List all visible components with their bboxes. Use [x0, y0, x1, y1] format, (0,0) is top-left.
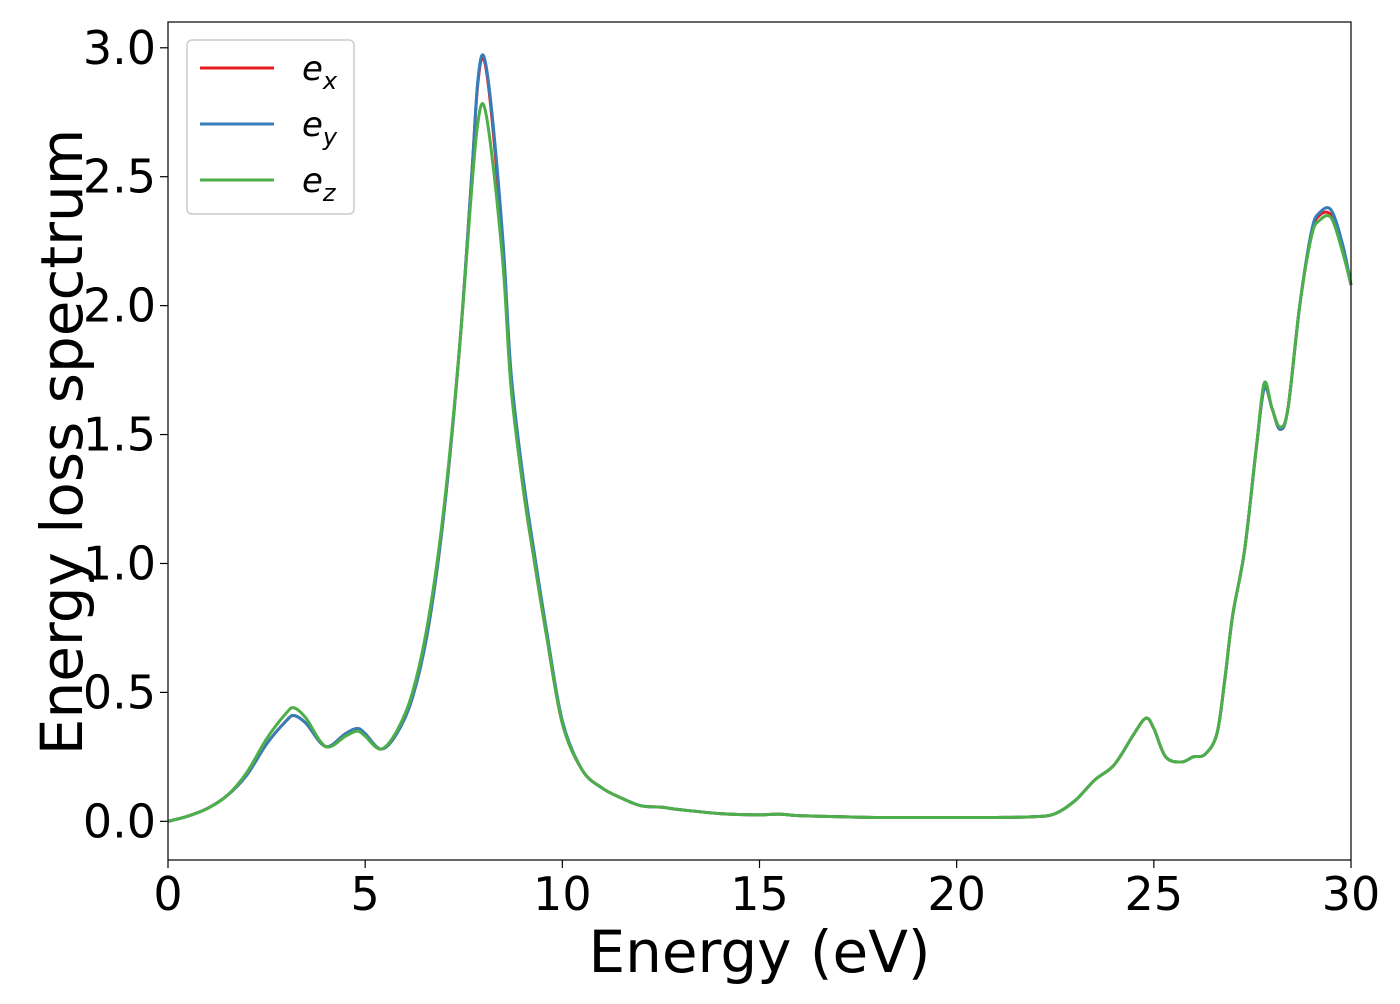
x-tick-label: 25 [1125, 867, 1184, 921]
y-tick-label: 0.5 [83, 665, 156, 719]
legend-label-z: ez [302, 161, 337, 207]
y-tick-label: 1.0 [83, 536, 156, 590]
x-axis-ticks: 0 5 10 15 20 25 30 [153, 860, 1380, 921]
x-tick-label: 15 [730, 867, 789, 921]
y-tick-label: 1.5 [83, 408, 156, 462]
legend-box [186, 39, 355, 215]
x-tick-label: 0 [153, 867, 182, 921]
legend-label-subscript: x [322, 67, 338, 95]
series-line-z [167, 102, 1353, 823]
y-axis-ticks: 0.0 0.5 1.0 1.5 2.0 2.5 3.0 [83, 21, 168, 848]
legend-label-base: e [302, 49, 323, 89]
y-tick-label: 2.0 [83, 279, 156, 333]
legend-label-subscript: y [322, 123, 338, 151]
x-axis-label: Energy (eV) [588, 918, 930, 986]
x-tick-label: 20 [927, 867, 986, 921]
x-tick-label: 5 [351, 867, 380, 921]
legend-label-base: e [302, 161, 323, 201]
legend-label-y: ey [302, 105, 338, 151]
x-tick-label: 30 [1322, 867, 1381, 921]
y-axis-label: Energy loss spectrum [28, 129, 96, 755]
legend-label-x: ex [302, 49, 338, 95]
y-tick-label: 3.0 [83, 21, 156, 75]
x-tick-label: 10 [533, 867, 592, 921]
legend-label-subscript: z [322, 179, 337, 207]
legend-label-base: e [302, 105, 323, 145]
series-layer [167, 53, 1353, 823]
y-tick-label: 0.0 [83, 794, 156, 848]
y-tick-label: 2.5 [83, 150, 156, 204]
